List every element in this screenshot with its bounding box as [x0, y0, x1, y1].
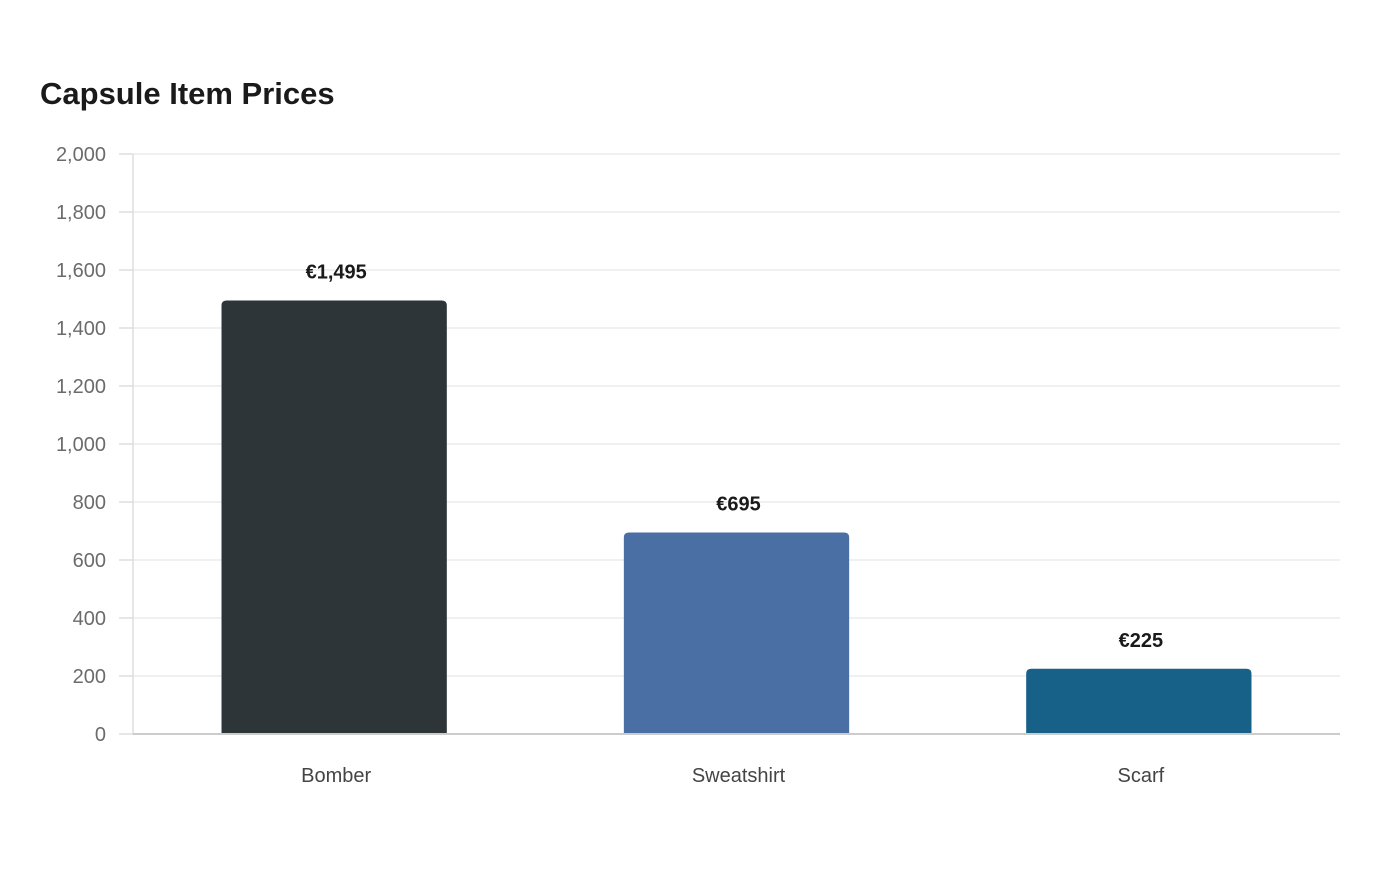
- y-tick-label: 600: [73, 550, 106, 572]
- y-tick-label: 800: [73, 492, 106, 514]
- x-category-label: Sweatshirt: [692, 765, 786, 787]
- y-axis-ticks: 0 200 400 600 800 1,000 1,200 1,400 1,600 1,800 2,…: [56, 144, 133, 746]
- y-tick-label: 1,200: [56, 376, 106, 398]
- data-label-bomber: €1,495: [306, 261, 367, 283]
- data-labels: €1,495 €695 €225: [306, 261, 1164, 651]
- bar-scarf: [1026, 668, 1252, 734]
- y-tick-label: 200: [73, 666, 106, 688]
- x-category-label: Scarf: [1117, 765, 1164, 787]
- bar-sweatshirt: [623, 532, 850, 734]
- y-tick-label: 0: [95, 724, 106, 746]
- axes: [132, 154, 1340, 735]
- bar-bomber: [221, 300, 447, 734]
- y-tick-label: 400: [73, 608, 106, 630]
- y-tick-label: 2,000: [56, 144, 106, 166]
- y-tick-label: 1,800: [56, 202, 106, 224]
- y-tick-label: 1,400: [56, 318, 106, 340]
- x-axis-categories: Bomber Sweatshirt Scarf: [301, 765, 1164, 787]
- x-category-label: Bomber: [301, 765, 371, 787]
- bars: [221, 300, 1252, 734]
- chart-title: Capsule Item Prices: [40, 76, 335, 111]
- y-tick-label: 1,600: [56, 260, 106, 282]
- data-label-scarf: €225: [1119, 630, 1164, 652]
- data-label-sweatshirt: €695: [716, 493, 761, 515]
- y-tick-label: 1,000: [56, 434, 106, 456]
